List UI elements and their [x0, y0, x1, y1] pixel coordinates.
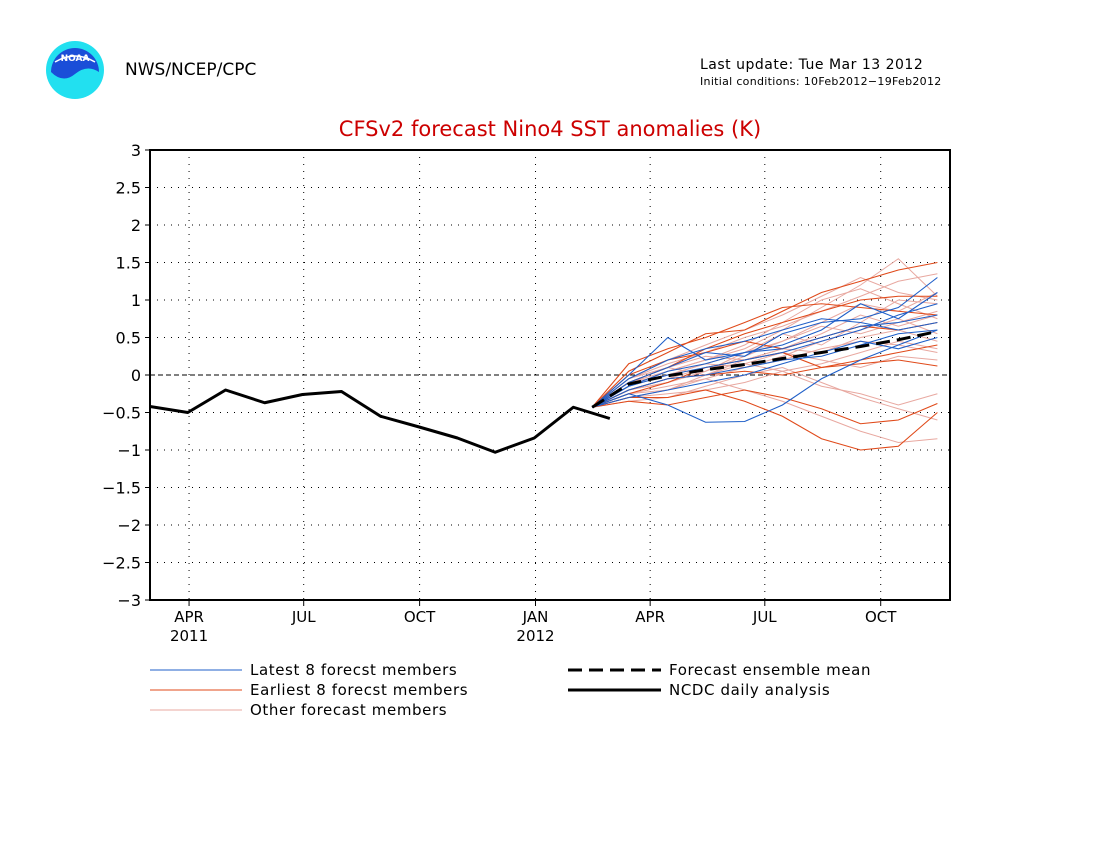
- noaa-logo-icon: NOAA: [46, 41, 104, 99]
- series-line-earliest: [591, 261, 938, 408]
- series-line-latest: [591, 329, 938, 408]
- main-lines-layer: [149, 330, 938, 454]
- series-line-earliest: [592, 389, 938, 451]
- x-tick-label: JAN: [522, 608, 549, 626]
- y-tick-label: −2: [117, 516, 141, 535]
- legend-label-latest: Latest 8 forecst members: [250, 661, 457, 679]
- series-line-earliest: [592, 389, 938, 425]
- x-tick-label: APR: [635, 608, 665, 626]
- y-tick-label: −1.5: [102, 479, 141, 498]
- org-label: NWS/NCEP/CPC: [125, 60, 257, 80]
- y-tick-label: 3: [131, 141, 141, 160]
- series-line-latest: [591, 277, 938, 408]
- x-tick-label: JUL: [291, 608, 316, 626]
- series-line-latest: [591, 292, 938, 408]
- series-line-latest: [592, 336, 938, 408]
- series-line-other: [591, 258, 938, 408]
- noaa-logo: NOAA: [45, 40, 105, 100]
- y-tick-label: −0.5: [102, 404, 141, 423]
- initial-conditions: Initial conditions: 10Feb2012−19Feb2012: [700, 75, 942, 88]
- y-tick-label: 2: [131, 216, 141, 235]
- series-line-other: [591, 273, 938, 408]
- ensemble-mean-line: [591, 330, 938, 409]
- last-update: Last update: Tue Mar 13 2012: [700, 57, 924, 73]
- chart-title: CFSv2 forecast Nino4 SST anomalies (K): [339, 117, 761, 141]
- noaa-logo-text: NOAA: [61, 54, 90, 64]
- legend-label-other: Other forecast members: [250, 701, 447, 719]
- series-line-latest: [591, 318, 938, 408]
- x-tick-label: JUL: [752, 608, 777, 626]
- x-tick-label: OCT: [865, 608, 897, 626]
- axis-layer: 32.521.510.50−0.5−1−1.5−2−2.5−3APR2011JU…: [102, 141, 951, 645]
- ensemble-layer: [591, 258, 938, 451]
- x-tick-year-label: 2011: [170, 627, 208, 645]
- series-line-other: [592, 340, 938, 408]
- x-tick-year-label: 2012: [516, 627, 554, 645]
- grid-layer: [150, 150, 950, 600]
- y-tick-label: −3: [117, 591, 141, 610]
- y-tick-label: 2.5: [116, 179, 141, 198]
- legend-label-earliest: Earliest 8 forecst members: [250, 681, 468, 699]
- y-tick-label: 1.5: [116, 254, 141, 273]
- y-tick-label: −2.5: [102, 554, 141, 573]
- series-line-latest: [592, 329, 938, 423]
- plot-frame: [149, 149, 951, 601]
- x-tick-label: OCT: [404, 608, 436, 626]
- legend-label-observed: NCDC daily analysis: [669, 681, 830, 699]
- y-tick-label: −1: [117, 441, 141, 460]
- y-tick-label: 0: [131, 366, 141, 385]
- y-tick-label: 0.5: [116, 329, 141, 348]
- x-tick-label: APR: [174, 608, 204, 626]
- series-line-other: [592, 378, 938, 444]
- observed-line: [149, 388, 611, 454]
- legend: Latest 8 forecst members Earliest 8 forec…: [150, 661, 871, 719]
- legend-label-mean: Forecast ensemble mean: [669, 661, 871, 679]
- y-tick-label: 1: [131, 291, 141, 310]
